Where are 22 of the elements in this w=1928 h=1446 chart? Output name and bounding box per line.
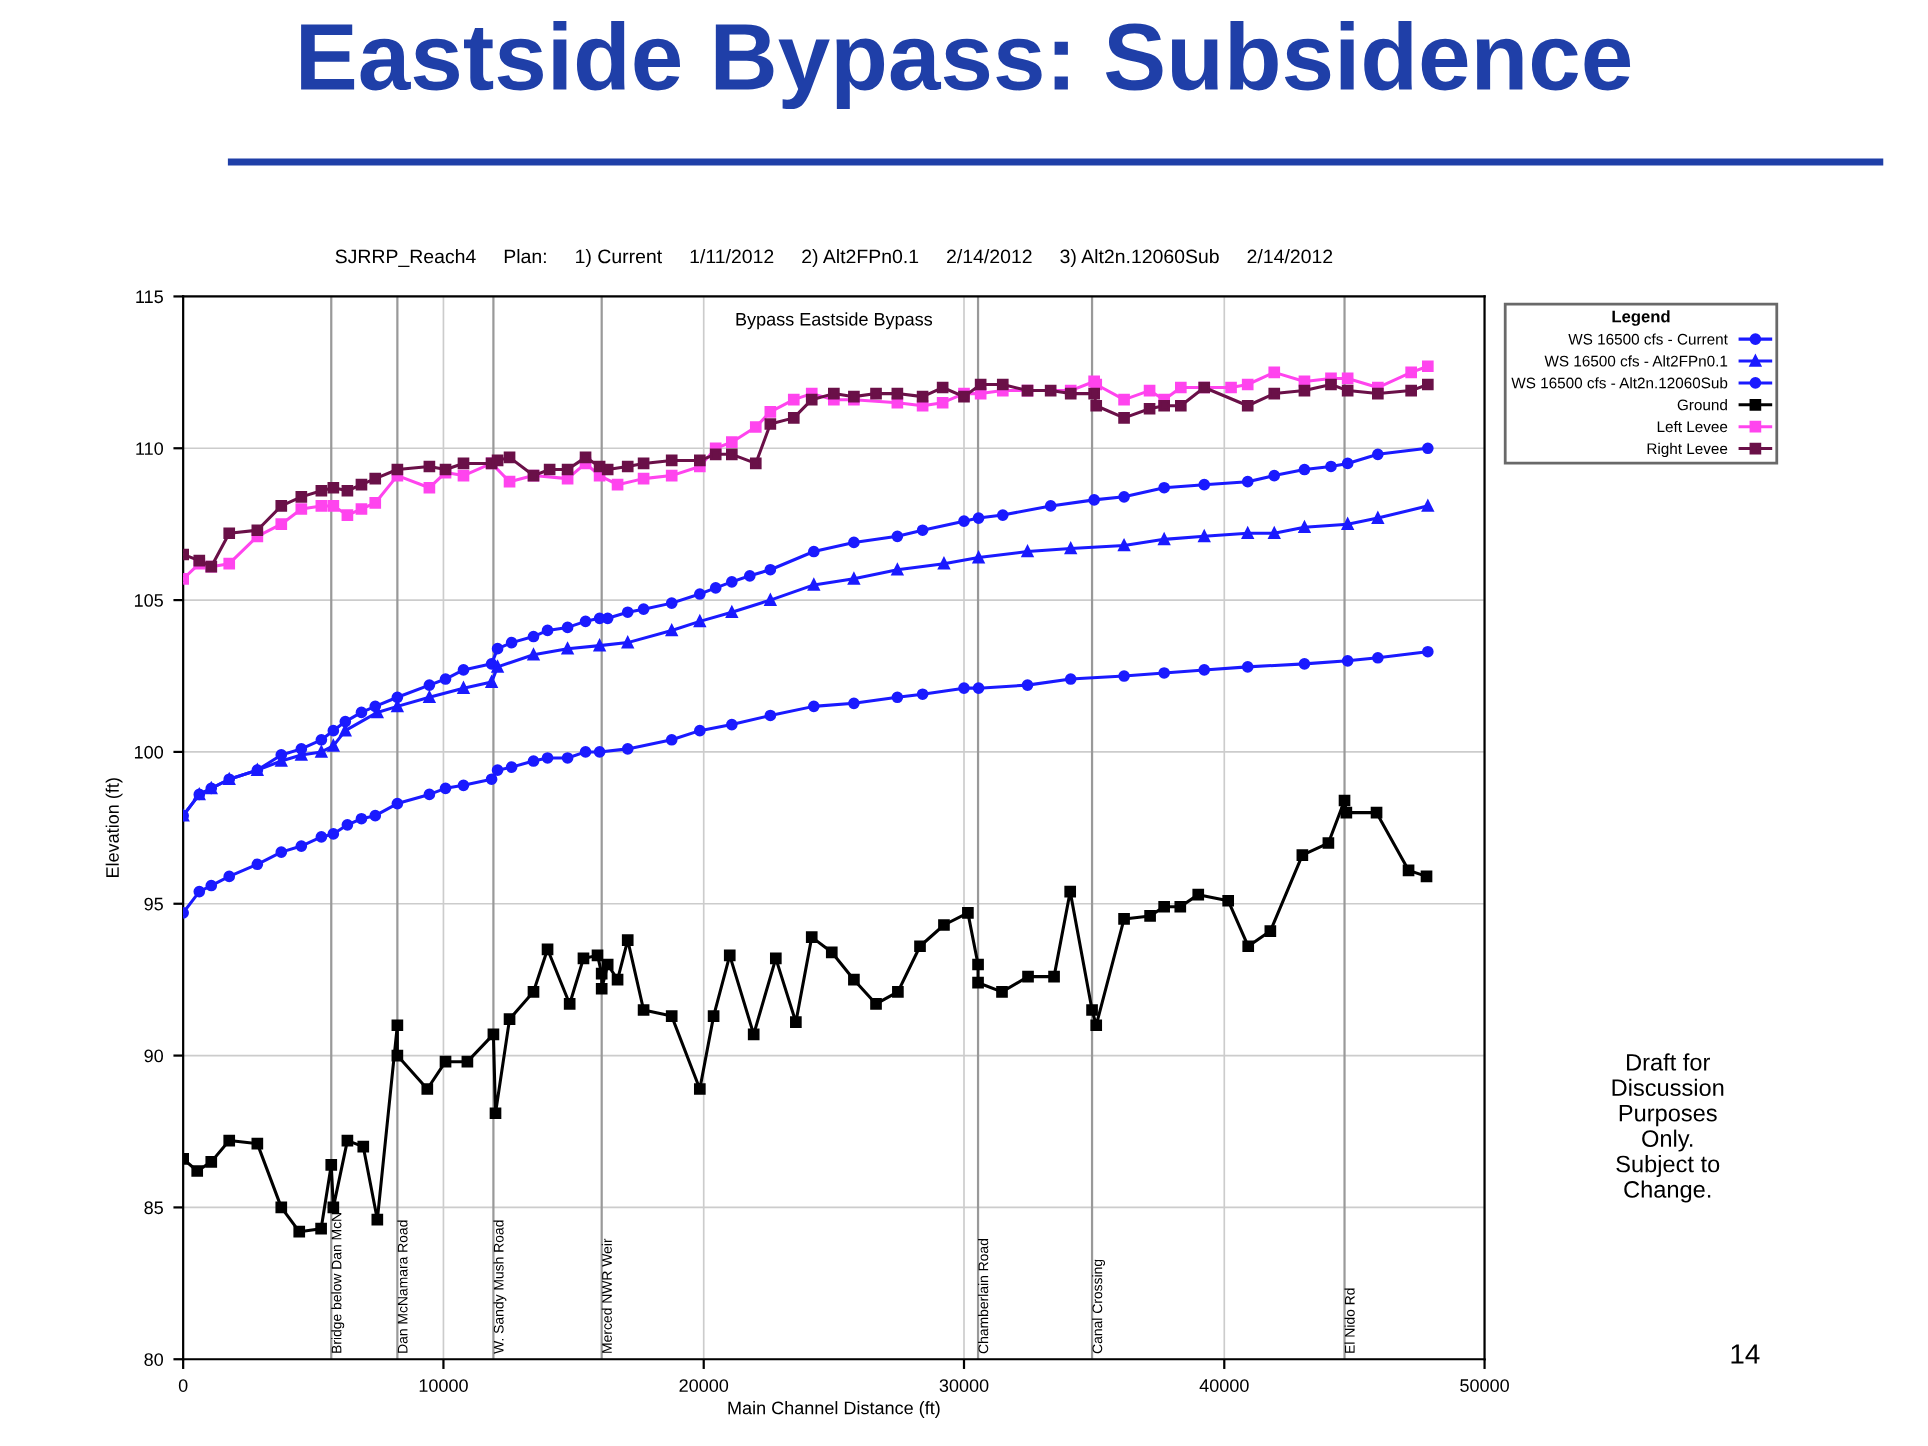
x-tick-label: 0 <box>178 1379 188 1392</box>
y-tick-label: 100 <box>134 745 164 759</box>
y-tick-label: 85 <box>144 1201 163 1215</box>
chart-subtitle: SJRRP_Reach4 Plan: 1) Current 1/11/2012 2) Alt2FPn0.1 2/14/2012 3) Alt2n.12060Sub 2/14/2012 <box>335 249 1333 268</box>
x-tick-label: 10000 <box>419 1379 468 1392</box>
x-tick-label: 40000 <box>1199 1379 1249 1392</box>
y-tick-label: 110 <box>136 442 164 455</box>
y-tick-label: 95 <box>144 897 163 911</box>
y-tick-label: 105 <box>134 594 163 607</box>
y-tick-label: 80 <box>144 1353 164 1366</box>
legend-title: Legend <box>1612 310 1670 326</box>
x-axis-title: Main Channel Distance (ft) <box>728 1401 940 1418</box>
text: Draft for Discussion Purposes Only. Subject to Change. <box>1612 1053 1724 1203</box>
text: 14 <box>1731 1344 1760 1364</box>
x-tick-label: 30000 <box>939 1379 989 1392</box>
x-tick-label: 50000 <box>1460 1379 1509 1392</box>
y-tick-label: 90 <box>144 1049 164 1063</box>
x-tick-label: 20000 <box>679 1379 729 1392</box>
y-tick-label: 115 <box>136 290 163 304</box>
annotation: Bypass Eastside Bypass <box>736 312 933 330</box>
y-axis-title: Elevation (ft) <box>105 778 123 878</box>
chart-title: Eastside Bypass: Subsidence <box>301 21 1631 110</box>
